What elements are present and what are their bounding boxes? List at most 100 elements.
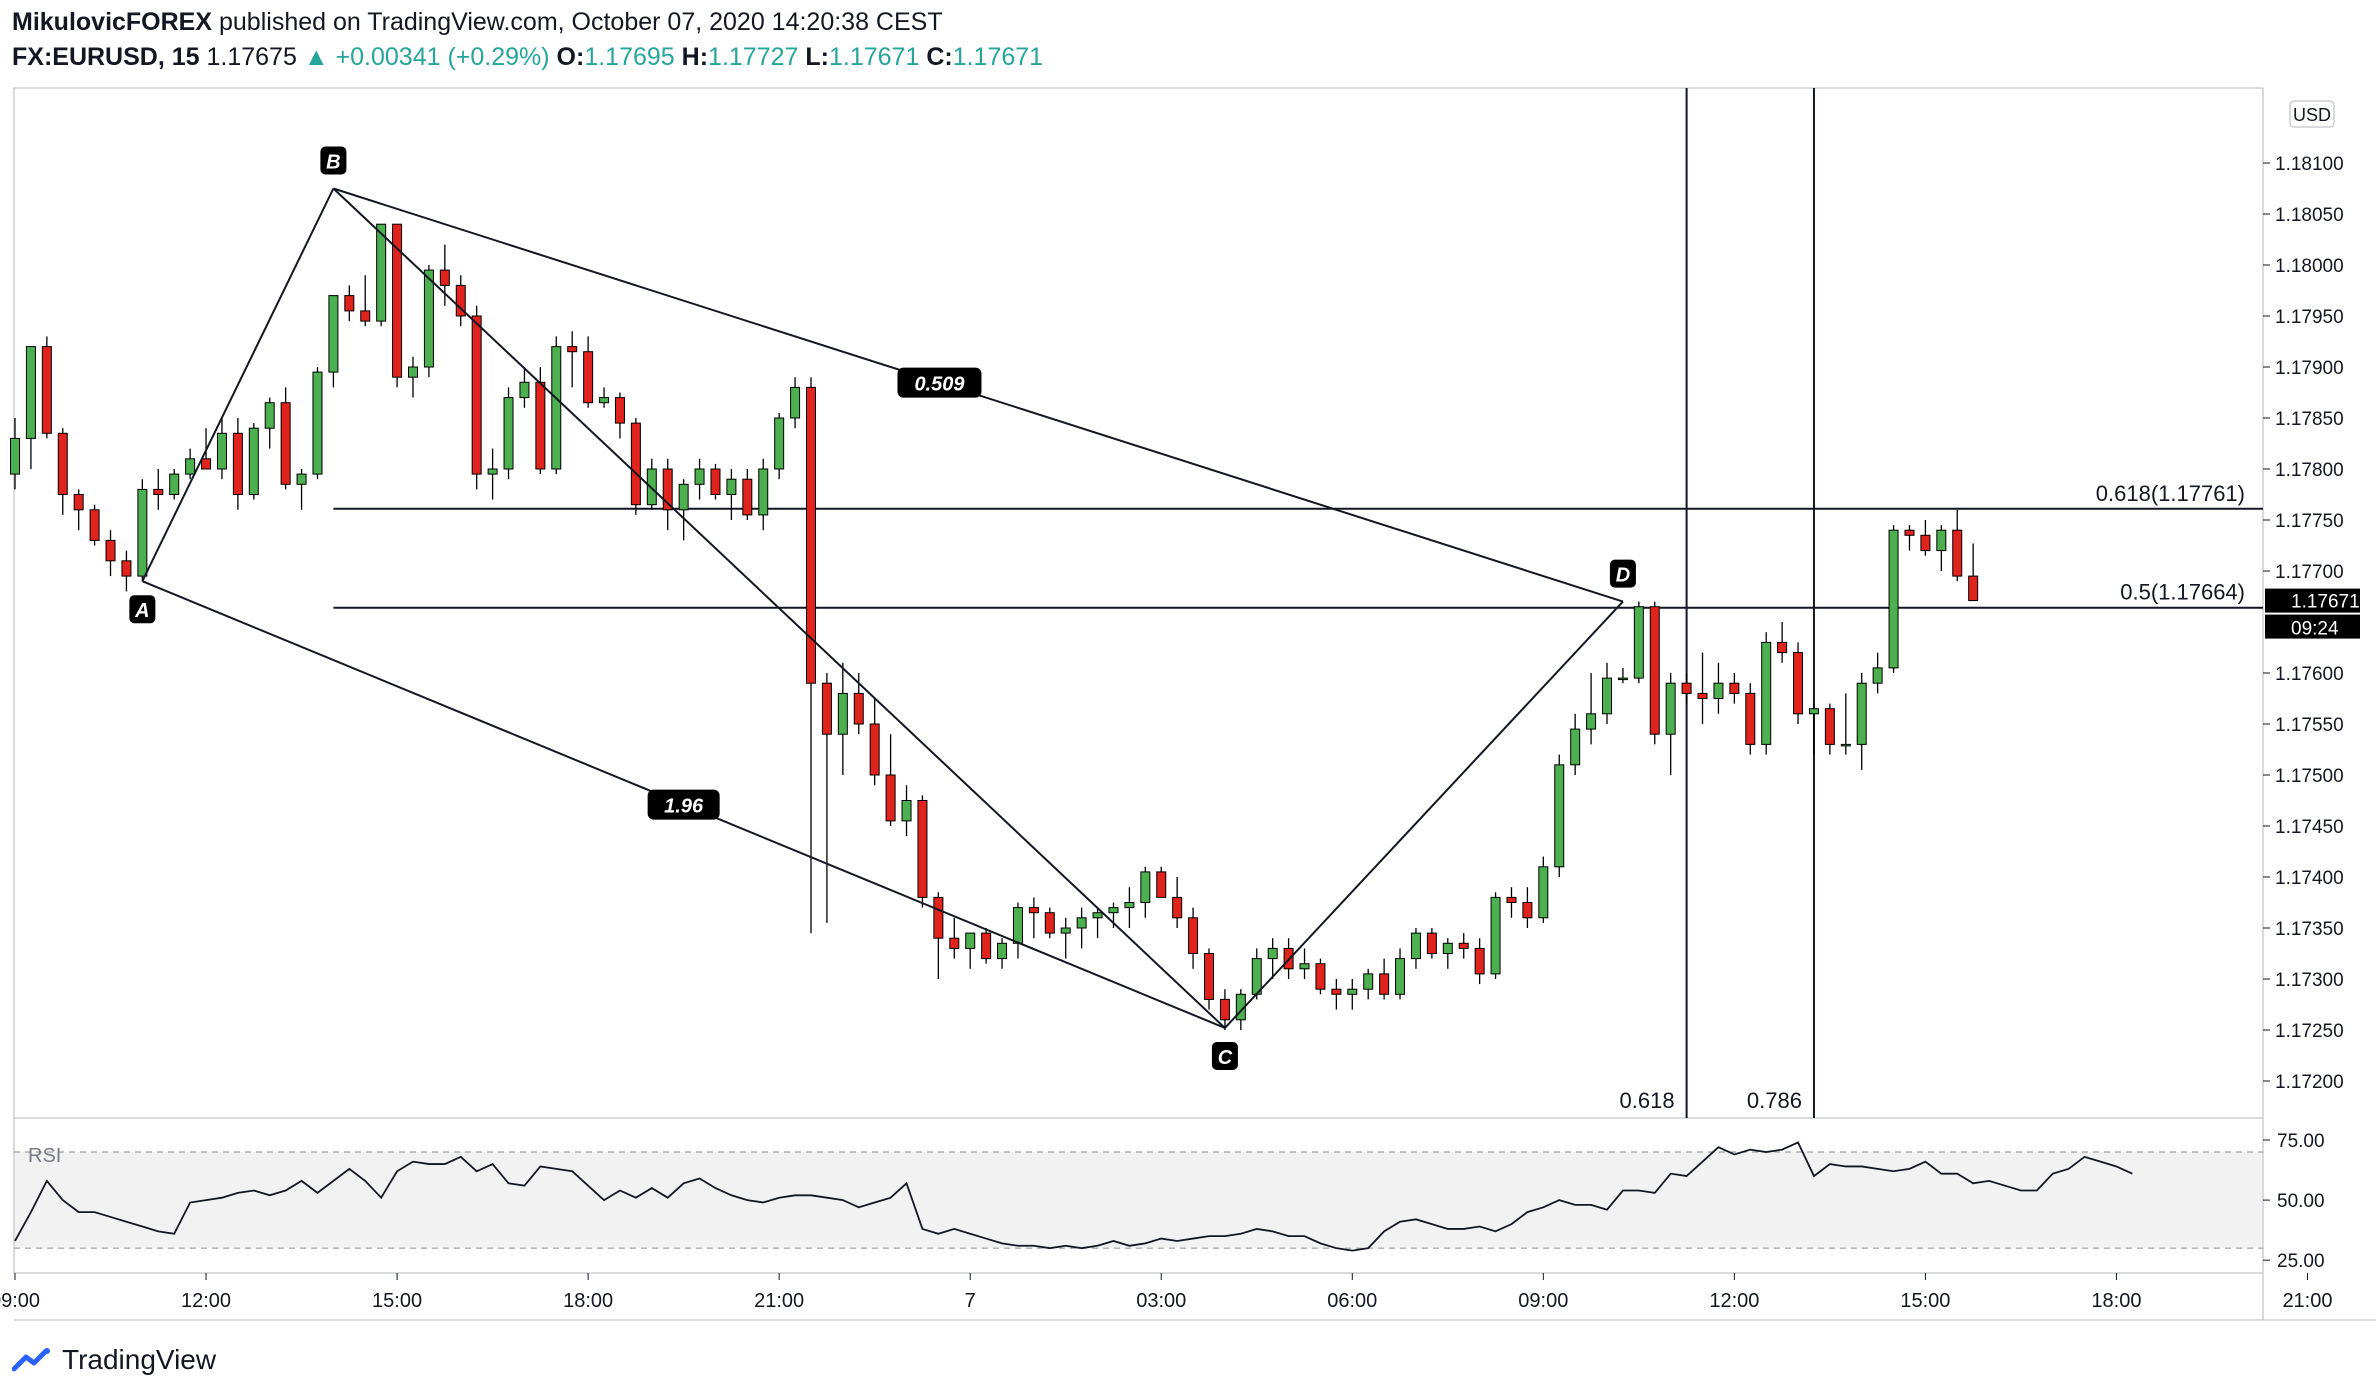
candle-body xyxy=(806,386,816,684)
y-tick-label: 1.17250 xyxy=(2275,1021,2344,1042)
candle-body xyxy=(280,402,291,485)
symbol-info: FX:EURUSD, 15 1.17675 ▲ +0.00341 (+0.29%… xyxy=(12,43,1043,72)
candle-body xyxy=(1204,953,1214,1000)
candle-body xyxy=(1172,896,1183,919)
candle-body xyxy=(694,468,705,485)
candle-body xyxy=(1904,529,1915,536)
candle-body xyxy=(1028,907,1039,914)
candle-body xyxy=(535,381,546,470)
candle-body xyxy=(1108,907,1119,914)
candle-body xyxy=(1395,958,1406,995)
candle-body xyxy=(1920,534,1931,552)
candle-body xyxy=(423,269,434,368)
candle-body xyxy=(57,432,68,495)
candle-body xyxy=(1729,682,1740,694)
x-tick-label: 12:00 xyxy=(181,1290,231,1312)
candle-body xyxy=(630,422,641,506)
y-tick-label: 1.17800 xyxy=(2275,460,2344,481)
published-text: published on TradingView.com, October 07… xyxy=(219,8,943,36)
candle-body xyxy=(201,458,212,470)
low-value: 1.17671 xyxy=(828,43,920,71)
candle-body xyxy=(1872,667,1883,684)
close-label: C: xyxy=(926,43,953,71)
fib-time-label: 0.786 xyxy=(1747,1088,1802,1113)
y-tick-label: 1.17200 xyxy=(2275,1072,2344,1093)
x-tick-label: 7 xyxy=(965,1290,976,1312)
candle-body xyxy=(981,932,992,960)
candle-body xyxy=(1315,963,1326,990)
candle-body xyxy=(519,381,530,399)
candle-body xyxy=(678,483,689,511)
y-tick-label: 1.17950 xyxy=(2275,307,2344,328)
rsi-tick-label: 50.00 xyxy=(2277,1191,2325,1212)
candle-body xyxy=(1140,871,1151,904)
rsi-band-fill xyxy=(15,1152,2262,1249)
y-tick-label: 1.17350 xyxy=(2275,919,2344,940)
candle-body xyxy=(1188,917,1199,954)
candle-body xyxy=(25,346,36,439)
y-tick-label: 1.18050 xyxy=(2275,205,2344,226)
candle-body xyxy=(1124,902,1135,909)
price-pane xyxy=(13,87,2264,1119)
candle-body xyxy=(503,397,514,470)
candle-body xyxy=(216,432,227,470)
candle-body xyxy=(1761,641,1772,745)
candle-body xyxy=(965,932,976,949)
x-tick-label: 09:00 xyxy=(0,1290,40,1312)
candle-body xyxy=(137,488,148,577)
low-label: L: xyxy=(805,43,829,71)
symbol-name: FX:EURUSD, 15 xyxy=(12,43,200,71)
x-tick-label: 15:00 xyxy=(1900,1290,1950,1312)
candle-body xyxy=(1649,606,1660,735)
candle-body xyxy=(408,366,418,378)
candle-body xyxy=(105,539,116,562)
y-tick-label: 1.18100 xyxy=(2275,154,2344,175)
candle-body xyxy=(1665,682,1676,735)
currency-button[interactable] xyxy=(2289,100,2335,128)
candle-body xyxy=(821,682,832,735)
candle-body xyxy=(392,223,403,378)
candle-body xyxy=(1856,682,1867,745)
candle-body xyxy=(1044,912,1055,934)
candle-body xyxy=(1219,998,1230,1021)
candle-body xyxy=(1824,708,1835,745)
currency-label: USD xyxy=(2293,105,2331,125)
candle-body xyxy=(1777,641,1788,654)
candle-body xyxy=(1060,927,1071,934)
candle-body xyxy=(949,937,960,949)
footer-brand: TradingView xyxy=(62,1344,217,1375)
x-tick-label: 12:00 xyxy=(1709,1290,1759,1312)
candle-body xyxy=(169,473,180,496)
pattern-line xyxy=(141,188,335,582)
y-tick-label: 1.17300 xyxy=(2275,970,2344,991)
candle-body xyxy=(790,386,801,419)
candle-body xyxy=(487,468,498,475)
candle-body xyxy=(328,295,339,373)
fib-level-label: 0.618(1.17761) xyxy=(2096,481,2245,506)
pattern-line xyxy=(1224,600,1624,1029)
ratio-label: 0.509 xyxy=(914,374,965,396)
candle-body xyxy=(837,692,848,735)
candle-body xyxy=(1808,708,1819,715)
candle-body xyxy=(1522,902,1533,919)
price-change: +0.00341 (+0.29%) xyxy=(335,43,550,71)
author-name[interactable]: MikulovicFOREX xyxy=(12,8,213,36)
candle-body xyxy=(1410,932,1421,960)
high-label: H: xyxy=(681,43,709,71)
candle-body xyxy=(917,800,928,898)
x-tick-label: 03:00 xyxy=(1136,1290,1186,1312)
last-price-marker xyxy=(2265,588,2360,613)
y-tick-label: 1.17550 xyxy=(2275,715,2344,736)
y-tick-label: 1.17450 xyxy=(2275,817,2344,838)
candle-body xyxy=(1840,743,1851,747)
x-tick-label: 18:00 xyxy=(563,1290,613,1312)
candle-body xyxy=(774,417,785,470)
candle-body xyxy=(885,774,896,822)
rsi-title: RSI xyxy=(28,1145,61,1167)
candle-body xyxy=(1474,947,1485,975)
candle-body xyxy=(439,269,450,286)
candle-body xyxy=(933,896,944,939)
candle-body xyxy=(1952,529,1963,577)
countdown-marker xyxy=(2265,614,2360,639)
